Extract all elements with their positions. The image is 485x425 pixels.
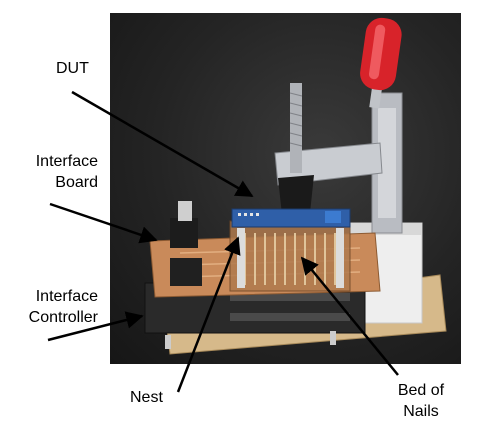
fixture-illustration: [144, 17, 447, 355]
nest-block: [229, 220, 351, 292]
label-interface-controller-line1: Interface: [35, 288, 98, 305]
header-connector: [170, 218, 198, 248]
push-button: [170, 258, 202, 286]
threaded-bolt: [290, 83, 302, 173]
label-nest: Nest: [130, 389, 163, 406]
label-bed-of-nails-line2: Nails: [403, 403, 439, 420]
label-interface-board: Interface Board: [20, 151, 98, 193]
label-interface-controller: Interface Controller: [18, 286, 98, 328]
label-interface-board-line1: Interface: [35, 153, 98, 170]
label-interface-controller-line2: Controller: [28, 309, 98, 326]
dut-board: [231, 208, 351, 228]
label-bed-of-nails-line1: Bed of: [397, 382, 445, 399]
rubber-foot: [278, 175, 314, 215]
label-bed-of-nails: Bed of Nails: [388, 380, 454, 422]
fixture-photo: [110, 13, 461, 364]
label-interface-board-line2: Board: [55, 174, 98, 191]
label-dut: DUT: [56, 60, 89, 77]
